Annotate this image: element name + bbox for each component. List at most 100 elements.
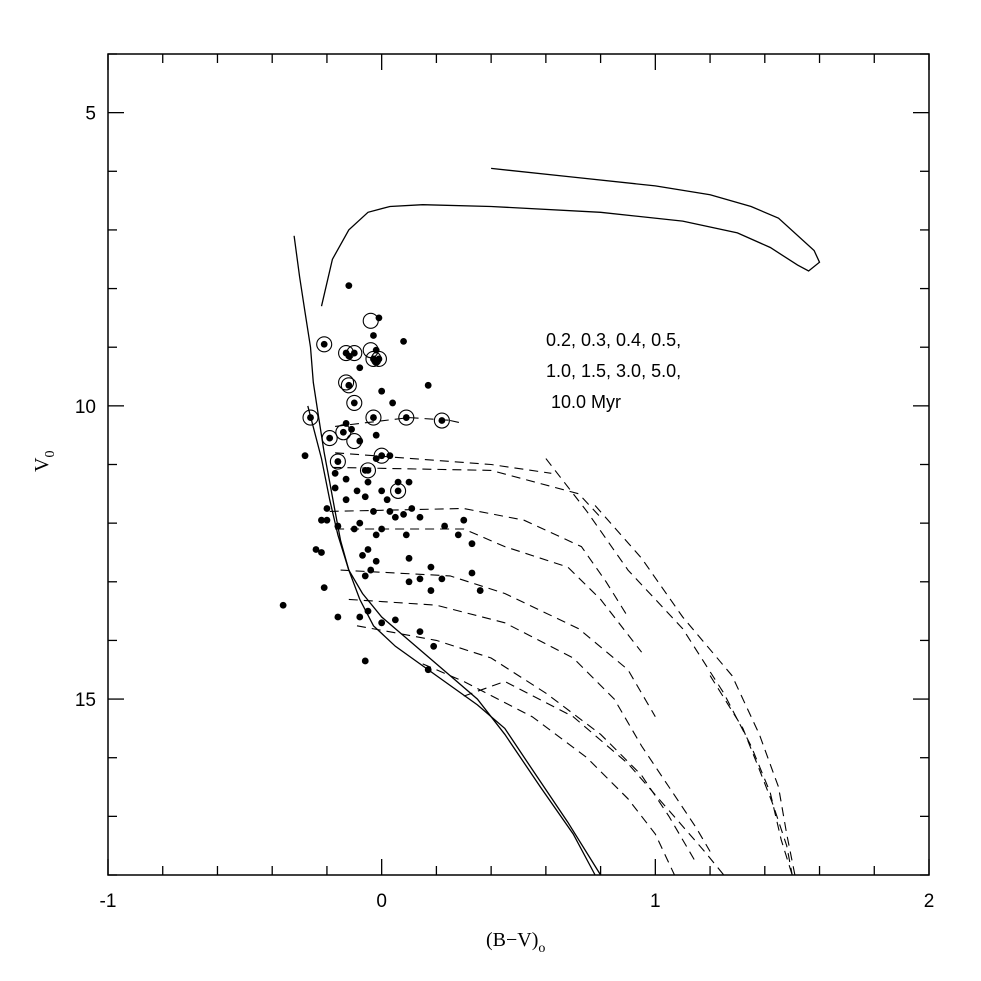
annotation-line-1: 0.2, 0.3, 0.4, 0.5, [546,330,681,350]
star-point [372,531,380,539]
star-point [364,607,372,615]
circled-star-ring [433,412,450,429]
star-point [331,484,339,492]
circled-star-point [364,466,372,474]
star-point [400,510,407,518]
star-point [468,540,476,548]
star-point [356,613,364,621]
star-point [441,522,449,530]
circled-star-ring [365,409,382,426]
star-point [378,619,386,627]
circled-star-point [345,381,353,389]
star-point [372,431,380,439]
circled-star-point [342,349,350,357]
star-point [402,531,410,539]
isochrone-line [449,419,464,425]
star-point [323,516,331,524]
axis-ticks [107,53,930,876]
star-point [342,475,350,483]
open-circle-star [338,374,355,391]
star-point [378,387,386,395]
star-point [350,525,358,533]
star-point [372,557,380,565]
star-point [301,452,309,460]
x-tick-label: 1 [650,891,661,912]
star-point [438,575,446,583]
star-point [378,525,386,533]
star-point [416,628,424,636]
star-point [279,601,287,609]
star-point [460,516,468,524]
isochrone-line [335,528,643,653]
star-point [318,549,325,556]
star-point [370,332,377,339]
circled-star-point [394,487,402,495]
circled-star-ring [335,424,352,441]
circled-star-point [339,428,347,436]
main-sequence-line [307,405,596,876]
open-circle-star [362,312,379,329]
evolved-track-line [320,167,821,307]
star-point [378,487,386,495]
isochrone-line [709,675,793,876]
y-tick-label: 15 [75,690,96,711]
x-tick-label: 0 [376,891,387,912]
star-point [454,531,462,539]
circled-star-ring [359,462,377,479]
star-point [394,478,402,486]
circled-star-ring [302,409,319,426]
circled-star-ring [398,409,415,426]
circled-star-ring [346,345,363,362]
star-point [405,478,413,486]
star-point [356,364,364,372]
circled-star-ring [340,377,357,394]
y-tick-label: 5 [85,104,96,125]
star-point [424,381,432,389]
isochrone-line [545,458,793,876]
star-point [364,478,372,486]
circled-star-point [307,414,314,421]
circled-star-ring [329,453,346,470]
y-tick-label: 10 [75,397,96,418]
star-point [468,569,476,577]
circled-star-point [402,414,410,421]
star-point [323,505,331,512]
isochrone-line [463,680,725,876]
circled-star-ring [316,336,333,353]
star-point [400,337,407,345]
isochrone-line [329,507,629,618]
star-point [331,469,339,477]
star-point [356,519,364,527]
circled-star-point [350,399,358,407]
star-point [416,575,424,583]
star-point [427,587,435,594]
tick-labels: -1 0 1 2 5 10 15 [75,104,934,912]
star-point [334,522,342,530]
star-point [359,551,366,559]
plot-frame [107,53,930,876]
star-point [361,493,369,501]
annotation-line-3: 10.0 Myr [551,392,621,412]
isochrone-line [356,625,697,864]
circled-star-point [375,355,383,363]
circled-star-ring [373,447,390,464]
star-point [345,282,353,290]
star-point [383,496,391,504]
circled-star-point [370,414,377,421]
star-point [416,513,424,521]
annotation-line-2: 1.0, 1.5, 3.0, 5.0, [546,361,681,381]
star-point [430,642,438,650]
star-point [320,584,328,592]
circled-star-ring [346,394,363,411]
isochrone-line [340,569,656,717]
star-point [408,505,416,512]
circled-star-point [350,349,358,357]
x-axis-title: (B−V)o [486,929,545,956]
star-point [476,587,484,594]
star-point [353,487,361,495]
star-point [312,546,320,553]
star-point [427,563,435,571]
star-point [361,572,369,580]
model-curves [293,167,821,876]
star-point [386,508,394,515]
